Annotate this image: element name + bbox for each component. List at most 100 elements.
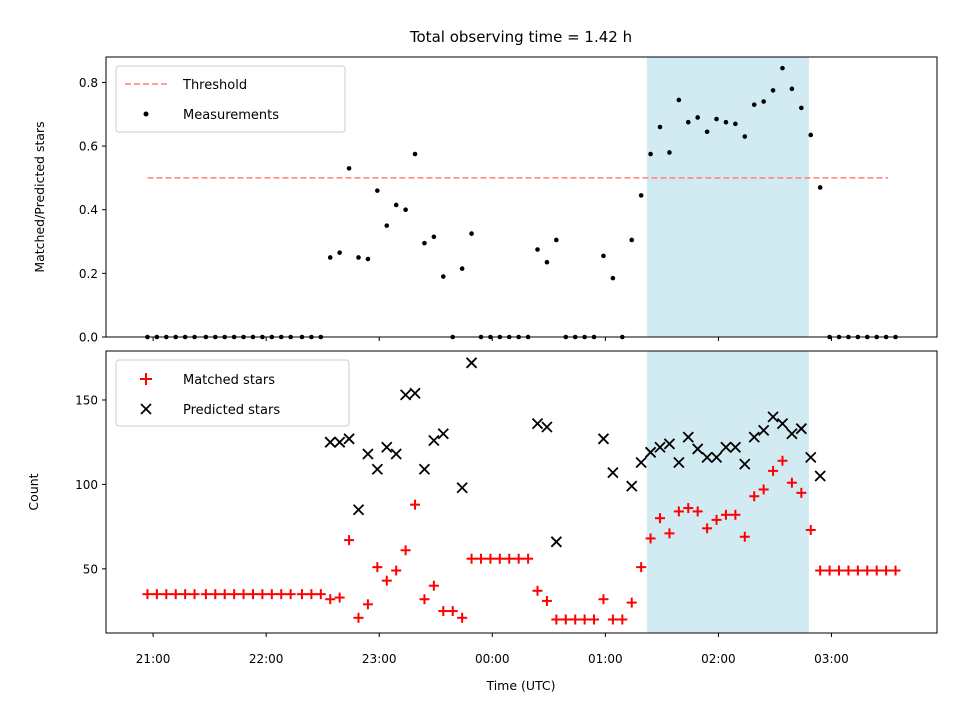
matched-star-point: [645, 533, 656, 544]
matched-star-point: [532, 585, 543, 596]
measurement-point: [459, 266, 465, 271]
matched-star-point: [494, 553, 505, 564]
matched-star-point: [730, 509, 741, 520]
measurement-point: [695, 115, 700, 120]
matched-star-point: [720, 509, 731, 520]
top-ytick-label: 0.2: [79, 267, 98, 281]
matched-star-point: [200, 589, 211, 600]
top-ytick-label: 0.4: [79, 203, 98, 217]
matched-star-point: [475, 553, 486, 564]
bottom-plot-frame: [105, 350, 938, 634]
predicted-star-point: [805, 451, 817, 464]
measurement-point: [723, 119, 729, 125]
predicted-star-point: [343, 433, 355, 445]
predicted-star-point: [550, 536, 562, 548]
measurement-point: [412, 151, 418, 157]
measurement-point: [780, 65, 785, 71]
matched-star-point: [381, 575, 392, 586]
top-plot-frame: [105, 56, 938, 338]
matched-star-point: [296, 589, 307, 600]
predicted-star-point: [673, 456, 685, 469]
measurement-point: [638, 193, 644, 198]
matched-star-point: [170, 589, 181, 600]
top-panel: 0.00.20.40.60.8 Matched/Predicted stars …: [32, 56, 938, 345]
measurement-point: [742, 134, 748, 139]
bottom-panel: 50 100 150 21:00 22:00 23:00 00:00 01:00 02:00 0…: [26, 350, 938, 693]
legend-measurements-label: Measurements: [183, 108, 279, 123]
predicted-star-point: [739, 458, 751, 470]
bottom-ytick-label: 150: [75, 393, 98, 407]
matched-star-point: [229, 589, 240, 600]
measurement-point: [799, 105, 804, 111]
legend-predicted-label: Predicted stars: [183, 403, 280, 418]
measurement-point: [601, 253, 606, 259]
bottom-y-axis-label: Count: [26, 473, 41, 510]
matched-star-point: [560, 614, 571, 625]
matched-star-point: [607, 614, 618, 625]
matched-star-point: [142, 589, 153, 600]
measurement-point: [761, 99, 766, 104]
measurement-point: [337, 250, 342, 255]
predicted-star-point: [409, 387, 421, 399]
predicted-star-point: [720, 441, 732, 453]
top-legend: Threshold Measurements: [115, 65, 346, 133]
matched-star-point: [391, 565, 402, 576]
predicted-star-point: [390, 448, 402, 460]
matched-star-point: [579, 614, 590, 625]
predicted-star-point: [456, 482, 468, 494]
matched-star-point: [353, 612, 364, 623]
xtick-label: 03:00: [814, 652, 849, 666]
predicted-star-point: [437, 428, 449, 440]
matched-star-point: [266, 589, 277, 600]
matched-star-point: [683, 503, 694, 514]
matched-star-point: [786, 477, 797, 488]
measurement-point: [676, 97, 682, 103]
measurement-point: [384, 223, 390, 228]
matched-star-point: [161, 589, 172, 600]
predicted-star-point: [381, 441, 393, 453]
matched-star-point: [636, 562, 647, 573]
predicted-star-point: [710, 451, 723, 464]
measurement-point: [733, 121, 738, 127]
measurement-point: [685, 119, 691, 125]
matched-star-point: [485, 553, 496, 564]
measurement-point: [327, 255, 333, 260]
matched-star-point: [871, 565, 882, 576]
matched-star-point: [834, 565, 845, 576]
matched-star-point: [447, 606, 458, 617]
xtick-label: 00:00: [475, 652, 510, 666]
top-y-axis-label: Matched/Predicted stars: [32, 121, 47, 272]
bottom-ytick-label: 50: [83, 562, 98, 576]
measurement-point: [657, 124, 663, 130]
predicted-star-point: [776, 417, 789, 430]
measurement-point: [817, 185, 823, 190]
matched-star-point: [219, 589, 230, 600]
matched-star-point: [247, 589, 258, 600]
matched-star-point: [692, 506, 703, 517]
matched-star-point: [626, 597, 637, 608]
measurement-point: [422, 240, 427, 246]
matched-star-point: [285, 589, 296, 600]
measurement-point: [808, 132, 814, 138]
measurement-point: [403, 207, 408, 213]
matched-star-point: [344, 535, 355, 546]
chart-title: Total observing time = 1.42 h: [409, 28, 632, 46]
predicted-star-point: [531, 417, 544, 430]
matched-star-point: [739, 531, 750, 542]
predicted-star-point: [607, 466, 619, 479]
predicted-star-point: [758, 424, 770, 437]
matched-star-point: [372, 562, 383, 573]
matched-star-point: [189, 589, 200, 600]
predicted-star-point: [748, 431, 760, 443]
predicted-star-point: [692, 443, 704, 455]
matched-star-point: [541, 595, 552, 606]
matched-star-point: [410, 499, 421, 510]
matched-star-point: [362, 599, 373, 610]
matched-star-point: [664, 528, 675, 539]
matched-star-point: [551, 614, 562, 625]
measurement-point: [375, 188, 380, 193]
measurement-point: [535, 247, 540, 252]
top-ytick-label: 0.6: [79, 140, 98, 154]
matched-star-point: [306, 589, 317, 600]
